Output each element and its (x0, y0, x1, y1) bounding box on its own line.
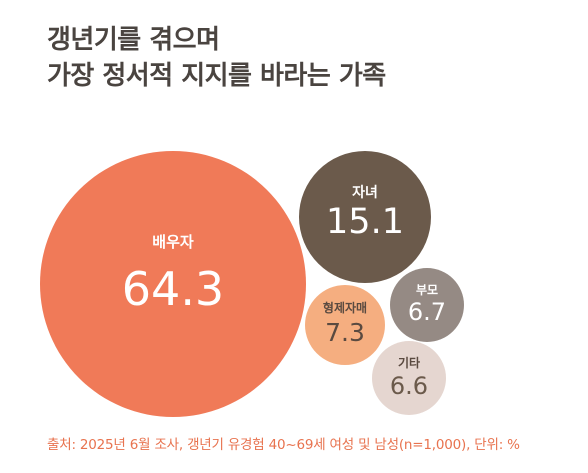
bubble-siblings-label: 형제자매 (323, 300, 367, 315)
bubble-other-circle (372, 341, 446, 415)
bubble-parents-value: 6.7 (408, 298, 446, 326)
bubble-other-label: 기타 (398, 355, 420, 370)
bubble-spouse-value: 64.3 (122, 262, 224, 316)
bubble-parents-circle (390, 268, 464, 342)
bubble-siblings-circle (305, 285, 385, 365)
chart-title: 갱년기를 겪으며 가장 정서적 지지를 바라는 가족 (47, 22, 386, 94)
bubble-siblings-value: 7.3 (325, 318, 365, 347)
bubble-spouse: 배우자 64.3 (40, 151, 306, 417)
bubble-spouse-circle (40, 151, 306, 417)
bubble-other-value: 6.6 (390, 372, 428, 400)
bubble-other: 기타 6.6 (372, 341, 446, 415)
bubble-children-circle (299, 151, 431, 283)
bubble-children-value: 15.1 (326, 202, 404, 242)
bubble-siblings: 형제자매 7.3 (305, 285, 385, 365)
bubble-parents-label: 부모 (416, 283, 438, 297)
bubble-children-label: 자녀 (352, 184, 378, 201)
chart-title-line-2: 가장 정서적 지지를 바라는 가족 (47, 61, 386, 91)
source-note: 출처: 2025년 6월 조사, 갱년기 유경험 40~69세 여성 및 남성(… (47, 437, 520, 453)
bubble-spouse-label: 배우자 (152, 233, 194, 251)
chart-title-line-1: 갱년기를 겪으며 (47, 25, 220, 55)
bubble-parents: 부모6.7 (390, 268, 464, 342)
